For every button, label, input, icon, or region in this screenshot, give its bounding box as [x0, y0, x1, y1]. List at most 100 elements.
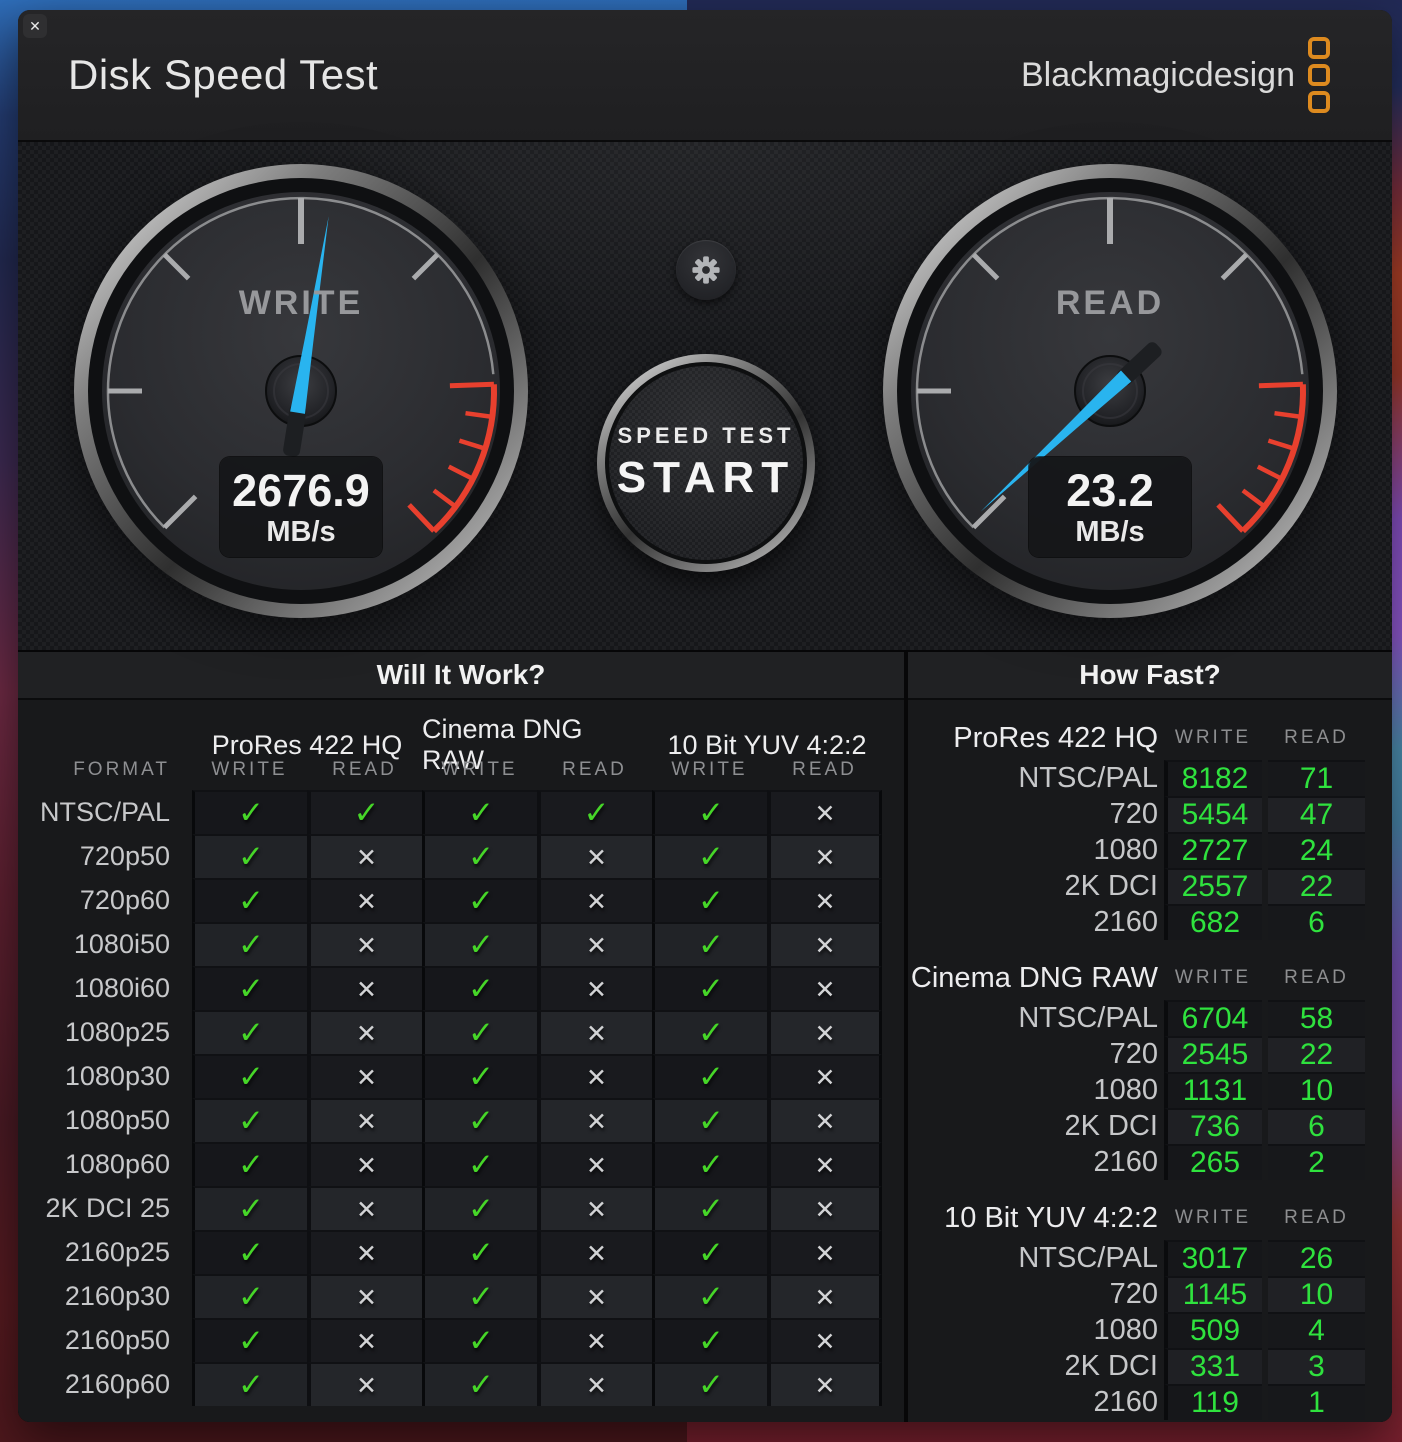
- hf-section-name: Cinema DNG RAW: [910, 961, 1158, 994]
- hf-row-720: 720 2545 22: [908, 1036, 1392, 1072]
- hf-section-0: ProRes 422 HQ WRITE READ NTSC/PAL 8182 7…: [908, 716, 1392, 940]
- hf-read-value: 10: [1268, 1072, 1365, 1108]
- hf-row-label: NTSC/PAL: [1018, 1241, 1158, 1274]
- wiw-check-cell: ✓: [192, 1362, 307, 1406]
- wiw-format-label: 1080p30: [64, 1060, 170, 1091]
- hf-row-2K DCI: 2K DCI 331 3: [908, 1348, 1392, 1384]
- wiw-subheader: READ: [332, 759, 397, 780]
- hf-read-value: 71: [1268, 760, 1365, 796]
- wiw-check-cell: ✓: [422, 1054, 537, 1098]
- wiw-check-cell: ✓: [422, 1274, 537, 1318]
- how-fast-table: ProRes 422 HQ WRITE READ NTSC/PAL 8182 7…: [908, 716, 1392, 1420]
- wiw-format-label: 2K DCI 25: [45, 1192, 170, 1223]
- hf-row-label: 720: [1109, 1277, 1158, 1310]
- hf-row-1080: 1080 2727 24: [908, 832, 1392, 868]
- wiw-cross-cell: ✕: [537, 878, 652, 922]
- start-button[interactable]: SPEED TEST START: [597, 354, 815, 572]
- wiw-check-cell: ✓: [652, 1010, 767, 1054]
- hf-write-value: 2545: [1164, 1036, 1262, 1072]
- read-value-box: 23.2 MB/s: [1029, 457, 1191, 558]
- wiw-check-cell: ✓: [652, 1098, 767, 1142]
- hf-read-header: READ: [1284, 967, 1349, 988]
- wiw-subheader: WRITE: [211, 759, 288, 780]
- wiw-check-cell: ✓: [192, 1230, 307, 1274]
- hf-row-label: NTSC/PAL: [1018, 761, 1158, 794]
- wiw-cross-cell: ✕: [307, 1274, 422, 1318]
- hf-write-value: 1145: [1164, 1276, 1262, 1312]
- hf-row-2K DCI: 2K DCI 2557 22: [908, 868, 1392, 904]
- wiw-row-1080i50: 1080i50 ✓ ✕ ✓ ✕ ✓ ✕: [18, 922, 904, 966]
- wiw-check-cell: ✓: [192, 966, 307, 1010]
- wiw-cross-cell: ✕: [767, 1054, 882, 1098]
- wiw-format-label: 2160p50: [64, 1324, 170, 1355]
- hf-row-2160: 2160 682 6: [908, 904, 1392, 940]
- hf-row-1080: 1080 509 4: [908, 1312, 1392, 1348]
- will-it-work-section: Will It Work? ProRes 422 HQ Cinema DNG RA…: [18, 652, 904, 1422]
- hf-row-label: 1080: [1093, 1313, 1158, 1346]
- wiw-cross-cell: ✕: [537, 1142, 652, 1186]
- write-gauge: WRITE 2676.9 MB/s: [72, 162, 530, 620]
- wiw-format-label: 2160p30: [64, 1280, 170, 1311]
- wiw-cross-cell: ✕: [307, 1186, 422, 1230]
- wiw-row-1080i60: 1080i60 ✓ ✕ ✓ ✕ ✓ ✕: [18, 966, 904, 1010]
- wiw-row-1080p60: 1080p60 ✓ ✕ ✓ ✕ ✓ ✕: [18, 1142, 904, 1186]
- wiw-cross-cell: ✕: [307, 1054, 422, 1098]
- wiw-check-cell: ✓: [652, 790, 767, 834]
- wiw-check-cell: ✓: [422, 1230, 537, 1274]
- hf-row-label: 720: [1109, 1037, 1158, 1070]
- wiw-row-720p50: 720p50 ✓ ✕ ✓ ✕ ✓ ✕: [18, 834, 904, 878]
- wiw-cross-cell: ✕: [767, 1362, 882, 1406]
- hf-row-label: 1080: [1093, 1073, 1158, 1106]
- wiw-check-cell: ✓: [422, 1010, 537, 1054]
- wiw-cross-cell: ✕: [537, 1274, 652, 1318]
- read-unit: MB/s: [1075, 516, 1145, 549]
- wiw-cross-cell: ✕: [537, 966, 652, 1010]
- wiw-format-label: 720p60: [79, 884, 170, 915]
- wiw-cross-cell: ✕: [767, 922, 882, 966]
- close-button[interactable]: ✕: [23, 14, 47, 38]
- hf-read-value: 24: [1268, 832, 1365, 868]
- wiw-check-cell: ✓: [192, 878, 307, 922]
- wiw-format-label: 1080p25: [64, 1016, 170, 1047]
- wiw-format-label: 1080p50: [64, 1104, 170, 1135]
- wiw-check-cell: ✓: [192, 790, 307, 834]
- brand-name: Blackmagicdesign: [1020, 55, 1295, 94]
- wiw-cross-cell: ✕: [307, 1318, 422, 1362]
- hf-write-value: 119: [1164, 1384, 1262, 1420]
- wiw-subheader: READ: [792, 759, 857, 780]
- wiw-cross-cell: ✕: [537, 1186, 652, 1230]
- wiw-check-cell: ✓: [652, 1318, 767, 1362]
- hf-write-value: 6704: [1164, 1000, 1262, 1036]
- wiw-check-cell: ✓: [422, 1362, 537, 1406]
- write-gauge-label: WRITE: [238, 284, 364, 322]
- hf-row-label: 2K DCI: [1064, 1349, 1158, 1382]
- wiw-cross-cell: ✕: [307, 878, 422, 922]
- wiw-cross-cell: ✕: [307, 834, 422, 878]
- titlebar: ✕ Disk Speed Test Blackmagicdesign: [18, 10, 1392, 142]
- wiw-check-cell: ✓: [422, 1142, 537, 1186]
- wiw-check-cell: ✓: [652, 922, 767, 966]
- hf-read-header: READ: [1284, 1207, 1349, 1228]
- wiw-format-label: 1080i60: [73, 972, 170, 1003]
- wiw-check-cell: ✓: [652, 1362, 767, 1406]
- wiw-cross-cell: ✕: [767, 1230, 882, 1274]
- wiw-row-720p60: 720p60 ✓ ✕ ✓ ✕ ✓ ✕: [18, 878, 904, 922]
- hf-row-1080: 1080 1131 10: [908, 1072, 1392, 1108]
- write-gauge-dial: [72, 162, 530, 625]
- wiw-check-cell: ✓: [422, 966, 537, 1010]
- brand: Blackmagicdesign: [1021, 10, 1330, 140]
- wiw-cross-cell: ✕: [767, 1142, 882, 1186]
- wiw-cross-cell: ✕: [537, 834, 652, 878]
- hf-read-value: 2: [1268, 1144, 1365, 1180]
- wiw-format-label: 1080p60: [64, 1148, 170, 1179]
- settings-button[interactable]: [676, 240, 736, 300]
- wiw-subheader: WRITE: [441, 759, 518, 780]
- wiw-cross-cell: ✕: [537, 1318, 652, 1362]
- wiw-cross-cell: ✕: [307, 1362, 422, 1406]
- hf-row-label: NTSC/PAL: [1018, 1001, 1158, 1034]
- wiw-check-cell: ✓: [192, 1318, 307, 1362]
- wiw-cross-cell: ✕: [767, 790, 882, 834]
- hf-row-2160: 2160 119 1: [908, 1384, 1392, 1420]
- wiw-group-0: ProRes 422 HQ: [211, 729, 403, 760]
- wiw-check-cell: ✓: [422, 1098, 537, 1142]
